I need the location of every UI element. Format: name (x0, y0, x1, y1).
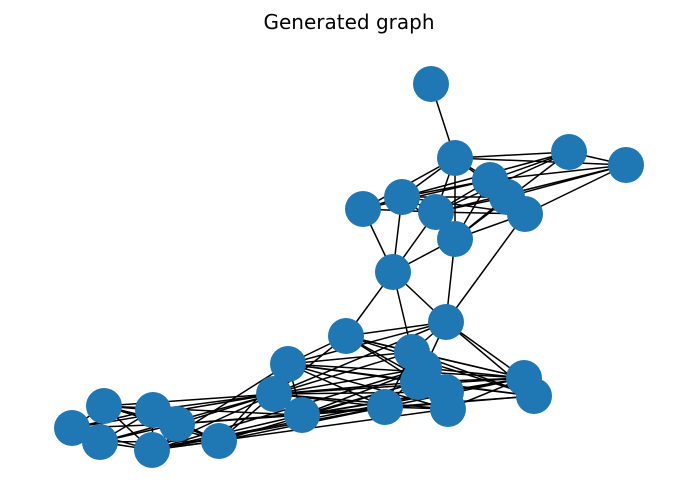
graph-node (367, 389, 403, 425)
graph-node (384, 179, 420, 215)
graph-node (400, 364, 436, 400)
graph-edge (103, 393, 275, 407)
graph-node (608, 147, 644, 183)
graph-edge (524, 164, 627, 215)
graph-node (201, 423, 237, 459)
graph-node (375, 254, 411, 290)
graph-node (551, 134, 587, 170)
graph-edge (301, 395, 535, 416)
graph-node (428, 304, 464, 340)
graph-node (82, 424, 118, 460)
graph-node (430, 391, 466, 427)
graph-node (270, 346, 306, 382)
graph-node (284, 397, 320, 433)
graph-node (413, 66, 449, 102)
graph-edge (301, 381, 419, 416)
graph-edge (273, 367, 425, 395)
graph-edge (176, 414, 303, 425)
figure-title: Generated graph (263, 10, 435, 34)
graph-edge (273, 351, 413, 395)
graph-edge (151, 406, 386, 451)
graph-edge (273, 393, 449, 410)
graph-edge (362, 179, 491, 210)
graph-edge (445, 213, 526, 323)
graph-node (134, 432, 170, 468)
graph-node (328, 318, 364, 354)
graph-node (54, 410, 90, 446)
graph-node (437, 140, 473, 176)
graph-node (135, 392, 171, 428)
graph-node (418, 194, 454, 230)
graph-edge (273, 321, 447, 395)
graph-node (345, 191, 381, 227)
node-layer (54, 66, 644, 468)
graph-node (256, 376, 292, 412)
graph-node (437, 221, 473, 257)
graph-node (86, 388, 122, 424)
graph-edge (287, 351, 413, 365)
graph-edge (435, 164, 627, 213)
graph-node (507, 196, 543, 232)
graph-node (516, 378, 552, 414)
graph-edge (273, 377, 525, 395)
graph-edge (454, 151, 570, 159)
graph-edge (489, 164, 627, 181)
